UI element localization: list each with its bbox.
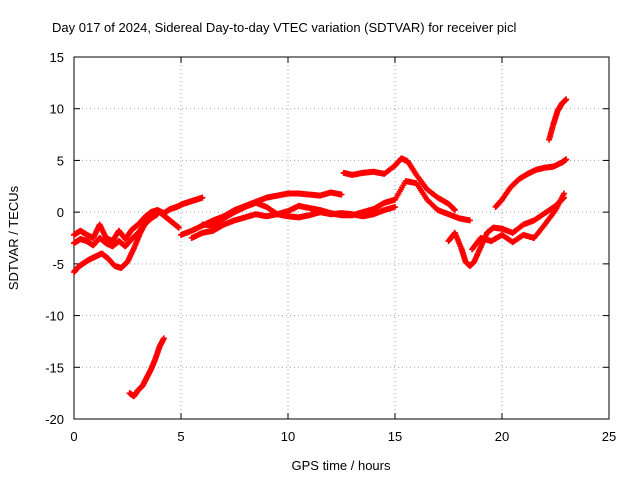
data-series-11 (492, 156, 570, 210)
data-series-3 (71, 209, 182, 276)
y-tick-label: 5 (57, 153, 64, 168)
series-layer (71, 96, 570, 400)
x-axis-label: GPS time / hours (292, 458, 391, 473)
data-point (392, 203, 398, 210)
gridlines (74, 57, 609, 419)
x-tick-label: 0 (70, 429, 77, 444)
data-series-4 (126, 335, 167, 400)
x-tick-label: 25 (602, 429, 616, 444)
data-point (561, 190, 568, 197)
y-axis-label: SDTVAR / TECUs (6, 185, 21, 290)
data-series-9 (445, 194, 568, 269)
y-tick-label: -5 (52, 257, 64, 272)
x-tick-label: 10 (281, 429, 295, 444)
data-series-8 (340, 155, 458, 214)
x-tick-label: 20 (495, 429, 509, 444)
chart-title: Day 017 of 2024, Sidereal Day-to-day VTE… (52, 20, 516, 35)
x-tick-label: 5 (177, 429, 184, 444)
y-tick-label: -10 (45, 309, 64, 324)
data-point (338, 191, 345, 198)
data-point (563, 96, 570, 103)
data-series-7 (199, 178, 473, 229)
y-tick-label: 15 (50, 50, 64, 65)
data-point (466, 217, 473, 224)
data-point (175, 224, 182, 231)
axis-ticks: 0 5 10 15 20 25 15 10 5 0 -5 -10 -15 -20 (45, 50, 616, 444)
data-point (160, 335, 167, 342)
x-tick-label: 15 (388, 429, 402, 444)
data-point (451, 207, 458, 214)
data-series-12 (546, 96, 570, 143)
data-series-10 (469, 190, 568, 253)
y-tick-label: 0 (57, 205, 64, 220)
y-tick-label: -20 (45, 412, 64, 427)
data-point (563, 156, 570, 163)
y-tick-label: 10 (50, 102, 64, 117)
data-point (199, 194, 206, 201)
y-tick-label: -15 (45, 360, 64, 375)
plot-frame (73, 56, 610, 420)
